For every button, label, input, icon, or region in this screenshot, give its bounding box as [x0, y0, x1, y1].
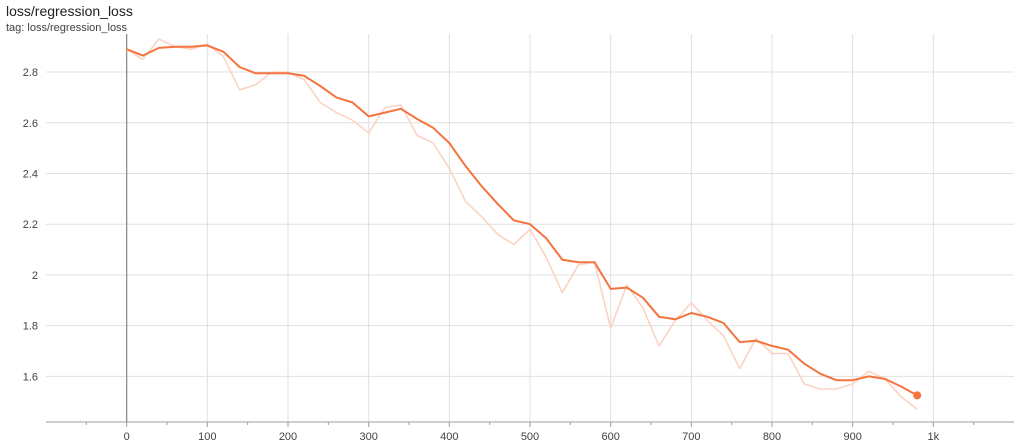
y-tick-label: 2.4 — [23, 168, 38, 180]
y-tick-label: 2 — [32, 270, 38, 282]
raw-series-line — [126, 38, 918, 410]
x-tick-label: 600 — [601, 431, 619, 443]
x-tick-label: 100 — [198, 431, 216, 443]
x-tick-label: 500 — [521, 431, 539, 443]
chart-tag: tag: loss/regression_loss — [6, 22, 128, 34]
y-tick-label: 2.2 — [23, 219, 38, 231]
x-tick-label: 300 — [359, 431, 377, 443]
x-tick-label: 800 — [763, 431, 781, 443]
y-tick-label: 2.8 — [23, 67, 38, 79]
x-tick-label: 700 — [682, 431, 700, 443]
x-tick-label: 900 — [843, 431, 861, 443]
last-point-marker — [913, 391, 922, 400]
y-tick-label: 2.6 — [23, 118, 38, 130]
x-tick-label: 1k — [928, 431, 940, 443]
y-tick-label: 1.8 — [23, 321, 38, 333]
y-tick-label: 1.6 — [23, 371, 38, 383]
x-tick-label: 200 — [279, 431, 297, 443]
smoothed-series-line — [126, 44, 918, 397]
x-tick-label: 0 — [124, 431, 130, 443]
chart-title: loss/regression_loss — [6, 3, 133, 19]
x-tick-label: 400 — [440, 431, 458, 443]
